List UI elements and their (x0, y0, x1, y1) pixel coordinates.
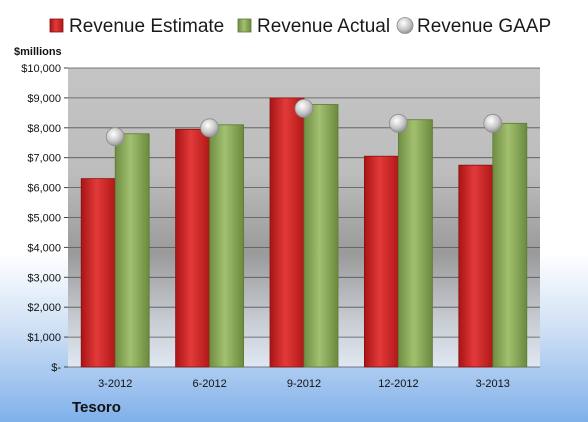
y-tick-label: $2,000 (27, 302, 61, 314)
marker-revenue-gaap (200, 118, 220, 138)
x-tick-label: 12-2012 (378, 378, 418, 390)
y-tick-label: $6,000 (27, 183, 61, 195)
y-tick-label: $10,000 (21, 63, 61, 75)
y-tick-label: $1,000 (27, 332, 61, 344)
y-tick-label: $8,000 (27, 123, 61, 135)
y-tick-label: $5,000 (27, 213, 61, 225)
bar-revenue-actual (397, 119, 433, 368)
bars (80, 97, 528, 368)
x-tick-label: 3-2012 (98, 378, 132, 390)
y-tick-label: $7,000 (27, 153, 61, 165)
legend-label: Revenue GAAP (417, 16, 551, 37)
bar-revenue-estimate (363, 155, 399, 368)
legend-swatch (49, 18, 64, 33)
bar-revenue-estimate (80, 178, 116, 368)
bar-revenue-estimate (269, 97, 305, 368)
y-axis-unit-label: $millions (14, 46, 62, 58)
y-tick-label: $9,000 (27, 93, 61, 105)
x-tick-label: 6-2012 (192, 378, 226, 390)
legend-label: Revenue Estimate (69, 16, 224, 37)
x-axis-ticks: 3-2012 6-2012 9-2012 12-2012 3-2013 (98, 378, 510, 390)
bar-revenue-actual (114, 133, 150, 368)
company-label: Tesoro (72, 399, 121, 416)
y-tick-label: $3,000 (27, 272, 61, 284)
gaap-markers (105, 98, 503, 147)
legend-swatch (396, 17, 414, 34)
bar-revenue-actual (303, 104, 339, 368)
marker-revenue-gaap (105, 127, 125, 147)
y-axis-ticks: $- $1,000 $2,000 $3,000 $4,000 $5,000 $6,000 $7… (21, 63, 61, 374)
x-tick-label: 3-2013 (476, 378, 510, 390)
bar-revenue-estimate (458, 164, 494, 368)
legend: Revenue Estimate Revenue Actual Revenue GA… (49, 16, 551, 37)
x-tick-label: 9-2012 (287, 378, 321, 390)
y-tick-label: $- (51, 362, 61, 374)
legend-label: Revenue Actual (257, 16, 390, 37)
marker-revenue-gaap (388, 113, 408, 133)
bar-revenue-estimate (175, 128, 211, 368)
bar-revenue-actual (209, 124, 245, 368)
bar-revenue-actual (492, 122, 528, 368)
legend-swatch (237, 18, 252, 33)
marker-revenue-gaap (294, 98, 314, 118)
marker-revenue-gaap (483, 113, 503, 133)
y-tick-label: $4,000 (27, 242, 61, 254)
